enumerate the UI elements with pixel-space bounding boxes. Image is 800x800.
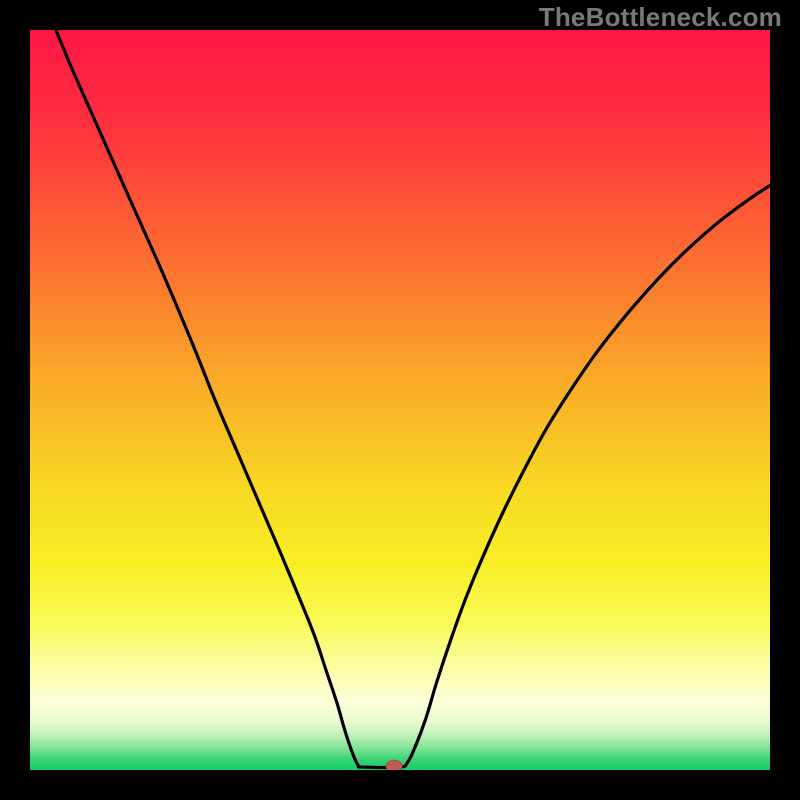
chart-background — [30, 30, 770, 770]
optimal-point-marker — [386, 760, 402, 770]
chart-plot-area — [30, 30, 770, 770]
watermark-text: TheBottleneck.com — [539, 2, 782, 33]
chart-frame — [0, 0, 800, 800]
bottleneck-chart — [30, 30, 770, 770]
